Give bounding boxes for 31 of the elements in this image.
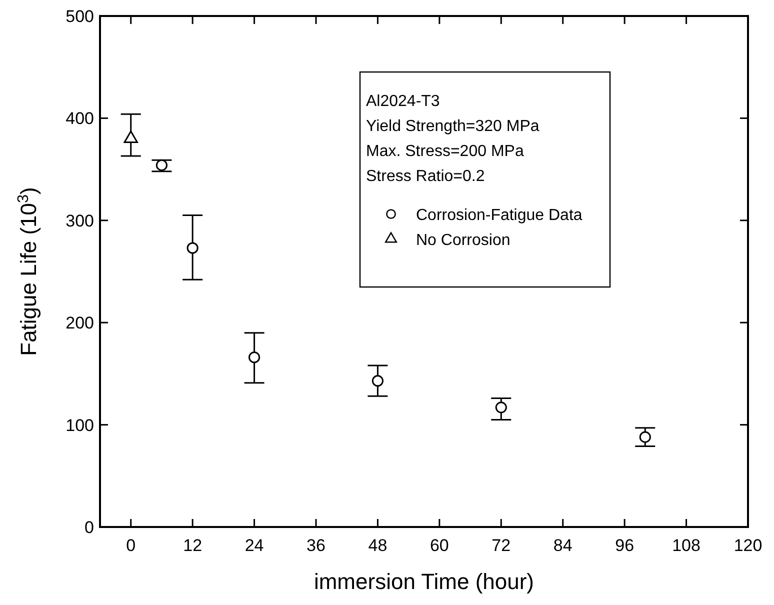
point — [248, 352, 260, 364]
point — [495, 402, 507, 414]
annotation: Yield Strength=320 MPa — [366, 118, 540, 135]
y-tick-label: 400 — [66, 109, 94, 128]
x-tick-label: 36 — [306, 536, 326, 555]
x-tick-label: 48 — [368, 536, 388, 555]
x-axis-title: immersion Time (hour) — [314, 569, 534, 594]
x-tick-label: 24 — [244, 536, 264, 555]
x-tick-label: 12 — [183, 536, 202, 555]
legend-label: No Corrosion — [416, 232, 510, 249]
x-tick-label: 60 — [430, 536, 449, 555]
x-tick-label: 84 — [553, 536, 572, 555]
annotation: Max. Stress=200 MPa — [366, 143, 524, 160]
x-tick-label: 108 — [672, 536, 700, 555]
y-tick-label: 0 — [84, 518, 94, 537]
y-tick-label: 300 — [66, 211, 94, 230]
x-tick-label: 120 — [734, 536, 762, 555]
x-tick-label: 96 — [615, 536, 634, 555]
point — [372, 375, 384, 387]
point — [639, 431, 651, 443]
point — [124, 130, 138, 144]
annotation: Al2024-T3 — [366, 93, 440, 110]
x-tick-label: 0 — [126, 536, 136, 555]
point — [186, 242, 198, 254]
point — [156, 159, 168, 171]
legend-label: Corrosion-Fatigue Data — [416, 207, 582, 224]
y-tick-label: 200 — [66, 314, 94, 333]
x-tick-label: 72 — [492, 536, 511, 555]
y-tick-label: 500 — [66, 7, 94, 26]
annotation: Stress Ratio=0.2 — [366, 168, 485, 185]
y-tick-label: 100 — [66, 416, 94, 435]
